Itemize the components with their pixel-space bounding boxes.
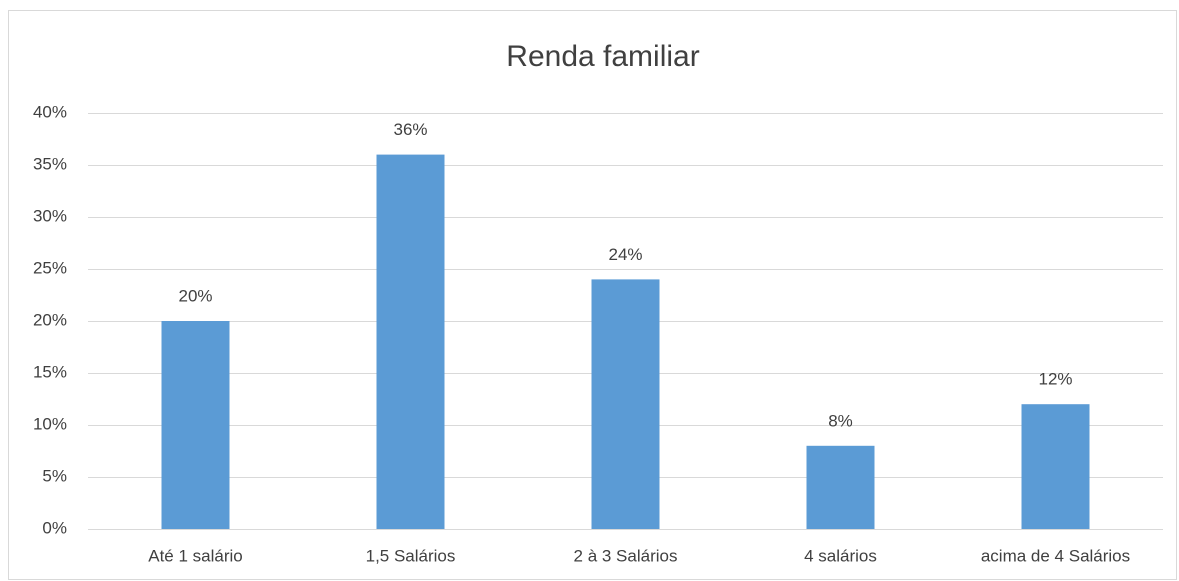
- bar: [806, 445, 875, 529]
- bar: [1021, 404, 1090, 529]
- x-tick-label: 4 salários: [804, 546, 877, 565]
- x-tick-label: 1,5 Salários: [366, 546, 456, 565]
- x-tick-label: acima de 4 Salários: [981, 546, 1130, 565]
- y-tick-label: 30%: [33, 206, 67, 225]
- x-tick-label: Até 1 salário: [148, 546, 243, 565]
- y-tick-label: 15%: [33, 362, 67, 381]
- data-label: 8%: [828, 411, 853, 430]
- data-label: 36%: [393, 120, 427, 139]
- data-label: 12%: [1038, 370, 1072, 389]
- y-tick-label: 0%: [42, 518, 67, 537]
- data-label: 24%: [608, 245, 642, 264]
- bar: [161, 321, 230, 529]
- data-label: 20%: [178, 286, 212, 305]
- chart-title: Renda familiar: [506, 40, 699, 73]
- y-tick-label: 40%: [33, 102, 67, 121]
- y-tick-label: 35%: [33, 154, 67, 173]
- bar: [376, 154, 445, 529]
- x-tick-label: 2 à 3 Salários: [574, 546, 678, 565]
- y-tick-label: 20%: [33, 310, 67, 329]
- y-tick-label: 10%: [33, 414, 67, 433]
- y-tick-label: 5%: [42, 466, 67, 485]
- bar: [591, 279, 660, 529]
- y-tick-label: 25%: [33, 258, 67, 277]
